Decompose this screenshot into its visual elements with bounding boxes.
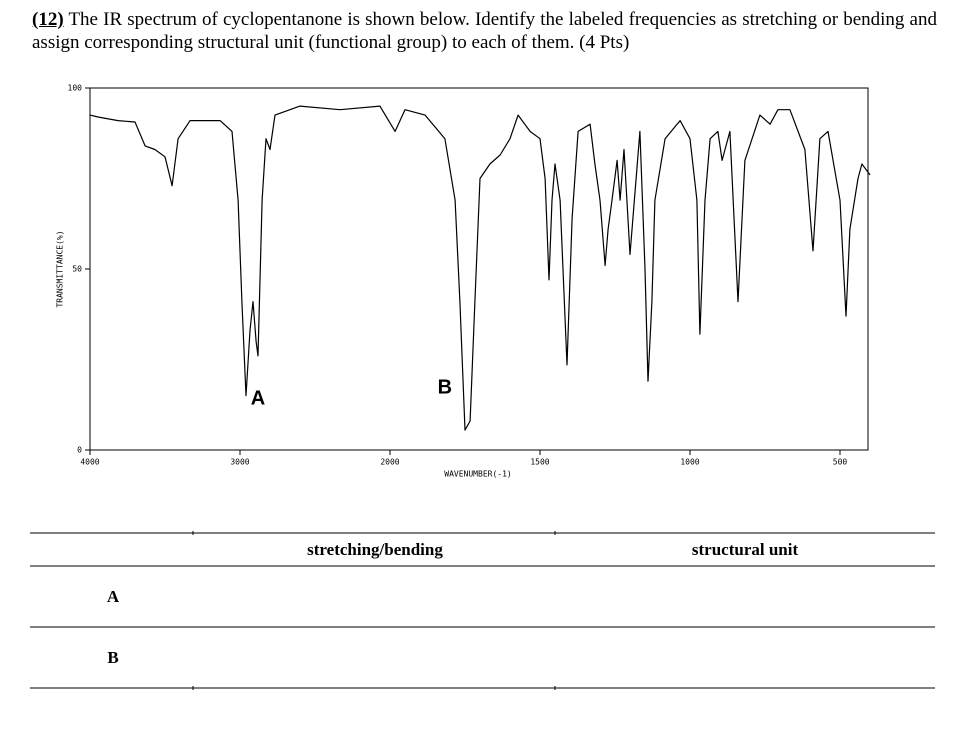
x-tick-label: 2000: [380, 458, 399, 467]
annotation: A: [251, 388, 265, 410]
y-tick-label: 50: [72, 265, 82, 274]
y-tick-label: 100: [68, 84, 83, 93]
x-tick-label: 3000: [230, 458, 249, 467]
spectrum: [89, 105, 871, 431]
question: (12) The IR spectrum of cyclopentanone i…: [32, 8, 937, 54]
table-header: structural unit: [692, 540, 799, 559]
x-axis-label: WAVENUMBER(-1): [444, 470, 511, 479]
y-tick-label: 0: [77, 446, 82, 455]
x-tick-label: 1000: [680, 458, 699, 467]
x-tick-label: 1500: [530, 458, 549, 467]
x-tick-label: 500: [833, 458, 848, 467]
table-header: stretching/bending: [307, 540, 443, 559]
question-number: (12): [32, 9, 64, 30]
question-text: The IR spectrum of cyclopentanone is sho…: [32, 9, 937, 53]
row-label: A: [107, 587, 120, 606]
annotation: B: [438, 377, 452, 399]
row-label: B: [107, 648, 118, 667]
y-axis-label: TRANSMITTANCE(%): [56, 230, 65, 307]
x-tick-label: 4000: [80, 458, 99, 467]
